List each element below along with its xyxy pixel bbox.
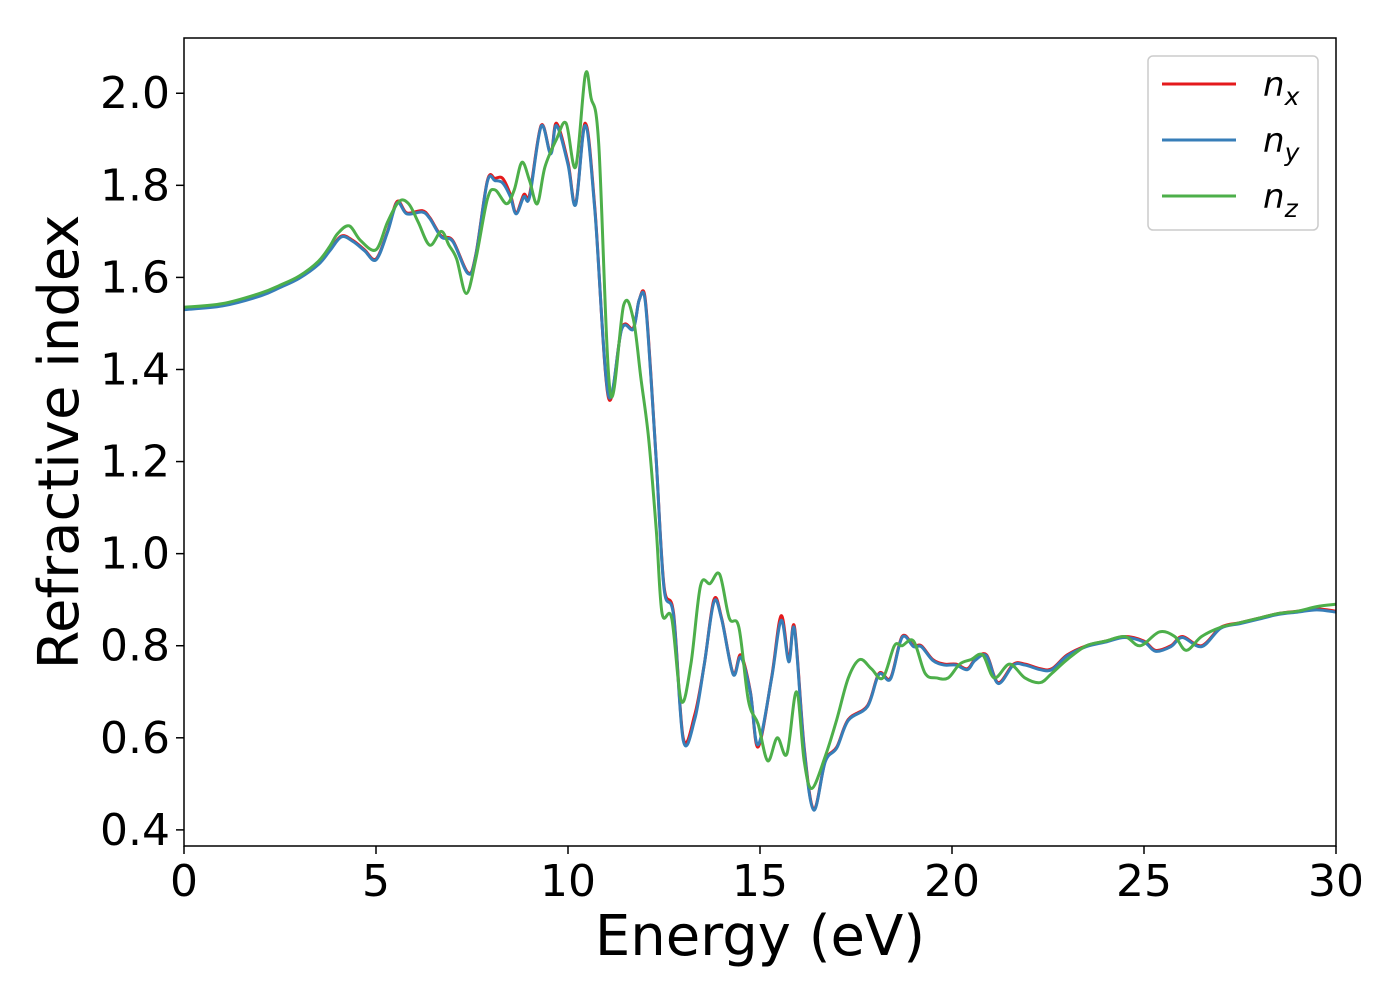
legend: nx ny nz bbox=[1147, 55, 1319, 231]
x-tick-label: 0 bbox=[170, 856, 198, 907]
y-tick-label: 1.4 bbox=[100, 344, 170, 395]
x-tick-label: 15 bbox=[732, 856, 788, 907]
series-line-y bbox=[184, 123, 1336, 812]
x-tick-label: 25 bbox=[1116, 856, 1172, 907]
y-tick-label: 0.8 bbox=[100, 621, 170, 672]
y-tick-label: 1.6 bbox=[100, 252, 170, 303]
legend-label-z: nz bbox=[1263, 177, 1299, 223]
x-axis-label: Energy (eV) bbox=[595, 904, 925, 969]
x-axis-ticks: 0 5 10 15 20 25 30 bbox=[170, 846, 1364, 907]
x-tick-label: 5 bbox=[362, 856, 390, 907]
series-line-z bbox=[184, 70, 1336, 790]
series-layer bbox=[184, 70, 1336, 812]
y-tick-label: 1.0 bbox=[100, 529, 170, 580]
x-tick-label: 30 bbox=[1308, 856, 1364, 907]
x-tick-label: 10 bbox=[540, 856, 596, 907]
y-axis-label: Refractive index bbox=[27, 215, 92, 670]
y-tick-label: 0.4 bbox=[100, 805, 170, 856]
legend-box bbox=[1147, 55, 1319, 231]
legend-label-y: ny bbox=[1263, 121, 1301, 167]
y-tick-label: 1.2 bbox=[100, 437, 170, 488]
x-tick-label: 20 bbox=[924, 856, 980, 907]
y-tick-label: 0.6 bbox=[100, 713, 170, 764]
y-tick-label: 2.0 bbox=[100, 68, 170, 119]
legend-label-x: nx bbox=[1263, 65, 1300, 111]
y-tick-label: 1.8 bbox=[100, 160, 170, 211]
y-axis-ticks: 0.4 0.6 0.8 1.0 1.2 1.4 1.6 1.8 2.0 bbox=[100, 68, 184, 856]
